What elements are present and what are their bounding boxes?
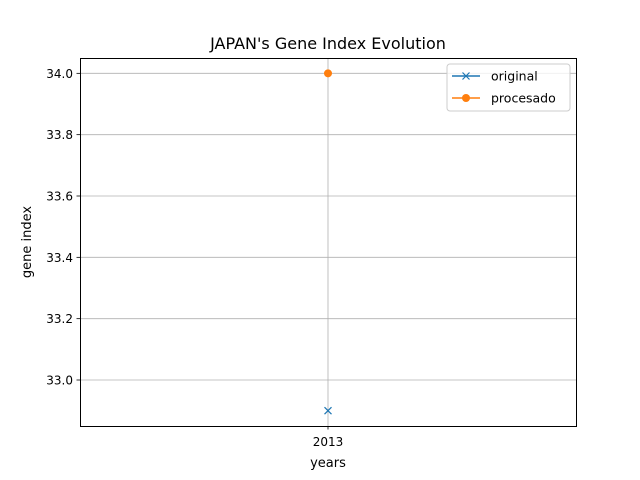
y-axis-label: gene index [20,206,35,278]
legend-label: procesado [491,91,556,106]
data-point [324,406,332,415]
y-axis-ticks: 33.0 33.2 33.4 33.6 33.8 34.0 [46,67,80,388]
y-tick-label: 33.8 [46,128,73,142]
x-axis-label: years [310,456,346,471]
legend: original procesado [446,63,571,112]
data-series [324,69,332,415]
y-tick-label: 33.0 [46,374,73,388]
x-tick-label: 2013 [313,435,344,449]
data-point [324,69,332,78]
y-tick-label: 34.0 [46,67,73,81]
plot-area-frame [80,58,577,427]
legend-marker [462,72,470,80]
chart-title: JAPAN's Gene Index Evolution [209,34,446,53]
y-tick-label: 33.2 [46,312,73,326]
y-tick-label: 33.4 [46,251,73,265]
legend-label: original [491,69,538,84]
y-tick-label: 33.6 [46,190,73,204]
legend-marker [462,94,470,102]
